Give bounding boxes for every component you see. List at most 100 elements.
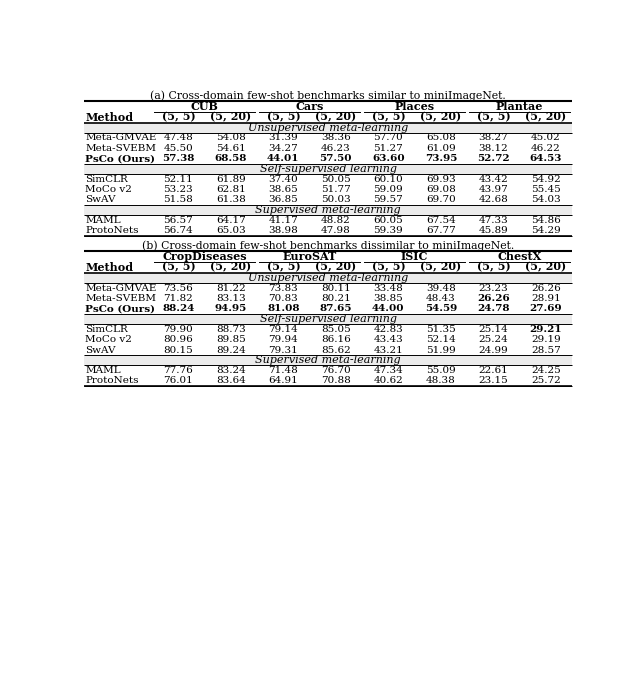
Text: 23.15: 23.15	[479, 376, 508, 385]
Text: 52.72: 52.72	[477, 154, 509, 163]
Text: 54.59: 54.59	[425, 305, 457, 313]
Text: 80.96: 80.96	[163, 335, 193, 344]
Text: 46.22: 46.22	[531, 144, 561, 153]
Text: 60.10: 60.10	[374, 174, 403, 184]
Text: 39.48: 39.48	[426, 284, 456, 293]
Text: 24.99: 24.99	[479, 346, 508, 355]
Text: 42.68: 42.68	[479, 196, 508, 205]
Text: 79.94: 79.94	[268, 335, 298, 344]
Text: 25.14: 25.14	[479, 325, 508, 333]
Text: 51.58: 51.58	[163, 196, 193, 205]
Text: 89.85: 89.85	[216, 335, 246, 344]
Text: 25.72: 25.72	[531, 376, 561, 385]
Text: 61.09: 61.09	[426, 144, 456, 153]
Text: 44.01: 44.01	[267, 154, 300, 163]
Text: 28.57: 28.57	[531, 346, 561, 355]
Text: 73.83: 73.83	[268, 284, 298, 293]
Text: 41.17: 41.17	[268, 216, 298, 225]
Text: 77.76: 77.76	[163, 366, 193, 375]
Text: 59.39: 59.39	[374, 226, 403, 235]
Text: 81.08: 81.08	[267, 305, 300, 313]
Text: 51.27: 51.27	[374, 144, 403, 153]
Text: 69.93: 69.93	[426, 174, 456, 184]
Text: (5, 20): (5, 20)	[316, 112, 356, 123]
Text: 38.27: 38.27	[479, 134, 508, 143]
Text: 24.78: 24.78	[477, 305, 509, 313]
Text: 28.91: 28.91	[531, 294, 561, 303]
Text: (5, 5): (5, 5)	[266, 262, 300, 273]
Text: CropDiseases: CropDiseases	[163, 251, 247, 263]
Text: 51.99: 51.99	[426, 346, 456, 355]
Text: MAML: MAML	[85, 366, 121, 375]
Bar	[84, 273, 572, 283]
Text: 43.43: 43.43	[374, 335, 403, 344]
Text: 45.89: 45.89	[479, 226, 508, 235]
Text: 31.39: 31.39	[268, 134, 298, 143]
Bar	[84, 356, 572, 365]
Text: 88.73: 88.73	[216, 325, 246, 333]
Text: 57.38: 57.38	[162, 154, 195, 163]
Text: 47.98: 47.98	[321, 226, 351, 235]
Text: 59.57: 59.57	[374, 196, 403, 205]
Text: Method: Method	[85, 262, 134, 273]
Text: SimCLR: SimCLR	[85, 325, 128, 333]
Text: 63.60: 63.60	[372, 154, 404, 163]
Text: 69.08: 69.08	[426, 185, 456, 194]
Text: 67.77: 67.77	[426, 226, 456, 235]
Text: 79.90: 79.90	[163, 325, 193, 333]
Text: 38.85: 38.85	[374, 294, 403, 303]
Text: 68.58: 68.58	[214, 154, 247, 163]
Text: 26.26: 26.26	[477, 294, 509, 303]
Text: 88.24: 88.24	[162, 305, 195, 313]
Text: 73.56: 73.56	[163, 284, 193, 293]
Text: ProtoNets: ProtoNets	[85, 226, 139, 235]
Text: 70.83: 70.83	[268, 294, 298, 303]
Text: 46.23: 46.23	[321, 144, 351, 153]
Text: 61.89: 61.89	[216, 174, 246, 184]
Bar	[84, 314, 572, 324]
Text: SwAV: SwAV	[85, 346, 116, 355]
Text: 54.61: 54.61	[216, 144, 246, 153]
Text: (5, 5): (5, 5)	[161, 112, 195, 123]
Text: 83.13: 83.13	[216, 294, 246, 303]
Text: 26.26: 26.26	[531, 284, 561, 293]
Text: 54.86: 54.86	[531, 216, 561, 225]
Text: 56.57: 56.57	[163, 216, 193, 225]
Text: 81.22: 81.22	[216, 284, 246, 293]
Text: 54.03: 54.03	[531, 196, 561, 205]
Text: 57.70: 57.70	[374, 134, 403, 143]
Text: 54.29: 54.29	[531, 226, 561, 235]
Text: 85.05: 85.05	[321, 325, 351, 333]
Text: Self-supervised learning: Self-supervised learning	[259, 314, 397, 324]
Text: PsCo (Ours): PsCo (Ours)	[85, 154, 156, 163]
Text: 55.09: 55.09	[426, 366, 456, 375]
Text: 80.21: 80.21	[321, 294, 351, 303]
Text: 45.02: 45.02	[531, 134, 561, 143]
Text: (5, 5): (5, 5)	[161, 262, 195, 273]
Text: 47.48: 47.48	[163, 134, 193, 143]
Text: 69.70: 69.70	[426, 196, 456, 205]
Text: MoCo v2: MoCo v2	[85, 335, 132, 344]
Text: MAML: MAML	[85, 216, 121, 225]
Text: 47.34: 47.34	[374, 366, 403, 375]
Text: 94.95: 94.95	[214, 305, 247, 313]
Text: MoCo v2: MoCo v2	[85, 185, 132, 194]
Text: Unsupervised meta-learning: Unsupervised meta-learning	[248, 273, 408, 283]
Text: 40.62: 40.62	[374, 376, 403, 385]
Text: Cars: Cars	[296, 101, 324, 112]
Text: 79.14: 79.14	[268, 325, 298, 333]
Text: (5, 5): (5, 5)	[266, 112, 300, 123]
Text: Supervised meta-learning: Supervised meta-learning	[255, 205, 401, 215]
Text: 57.50: 57.50	[319, 154, 352, 163]
Text: (5, 20): (5, 20)	[525, 112, 566, 123]
Text: 37.40: 37.40	[268, 174, 298, 184]
Text: 89.24: 89.24	[216, 346, 246, 355]
Text: 71.48: 71.48	[268, 366, 298, 375]
Text: 29.19: 29.19	[531, 335, 561, 344]
Text: 76.70: 76.70	[321, 366, 351, 375]
Text: 34.27: 34.27	[268, 144, 298, 153]
Text: 43.97: 43.97	[479, 185, 508, 194]
Text: 70.88: 70.88	[321, 376, 351, 385]
Text: (b) Cross-domain few-shot benchmarks dissimilar to miniImageNet.: (b) Cross-domain few-shot benchmarks dis…	[142, 240, 514, 251]
Text: 23.23: 23.23	[479, 284, 508, 293]
